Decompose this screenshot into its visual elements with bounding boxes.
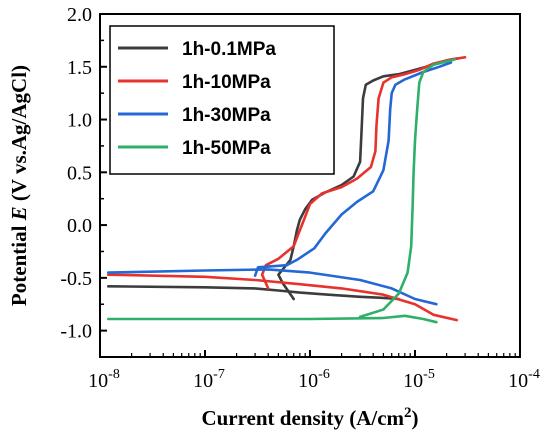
x-tick-label: 10-6: [298, 367, 330, 392]
series-line-anodic-1h-0.1MPa: [277, 57, 460, 301]
x-tick-label: 10-8: [88, 367, 120, 392]
axis-ticks: 2.0 1.5 1.0 0.5 0.0 -0.5 -1.0 10-8 10-7 10-6 10-5 1…: [60, 4, 540, 392]
series-line-cathodic-1h-0.1MPa: [107, 285, 400, 301]
series-line-anodic-1h-10MPa: [260, 56, 467, 290]
series-line-cathodic-1h-30MPa: [107, 268, 438, 306]
legend-box: [109, 25, 335, 175]
x-axis-label: Current density (A/cm2): [201, 405, 418, 430]
legend-label: 1h-30MPa: [182, 105, 271, 126]
series-line-cathodic-1h-50MPa: [107, 314, 438, 324]
y-tick-label: -1.0: [60, 321, 92, 343]
y-tick-label: 1.5: [67, 57, 92, 79]
legend-label: 1h-50MPa: [182, 138, 271, 159]
series-line-anodic-1h-50MPa: [358, 58, 457, 319]
y-tick-label: 0.5: [67, 162, 92, 184]
y-axis-label: Potential E (V vs.Ag/AgCl): [7, 65, 31, 306]
series-line-anodic-1h-30MPa: [253, 61, 453, 277]
legend-label: 1h-0.1MPa: [182, 39, 276, 60]
y-tick-label: -0.5: [60, 268, 92, 290]
y-tick-label: 0.0: [67, 215, 92, 237]
x-tick-label: 10-4: [508, 367, 540, 392]
legend: 1h-0.1MPa 1h-10MPa 1h-30MPa 1h-50MPa: [109, 25, 335, 175]
y-tick-label: 1.0: [67, 110, 92, 132]
curves-group: [107, 56, 467, 324]
legend-label: 1h-10MPa: [182, 72, 271, 93]
y-tick-label: 2.0: [67, 4, 92, 26]
series-line-cathodic-1h-10MPa: [107, 273, 459, 322]
x-tick-label: 10-5: [403, 367, 435, 392]
x-tick-label: 10-7: [193, 367, 225, 392]
